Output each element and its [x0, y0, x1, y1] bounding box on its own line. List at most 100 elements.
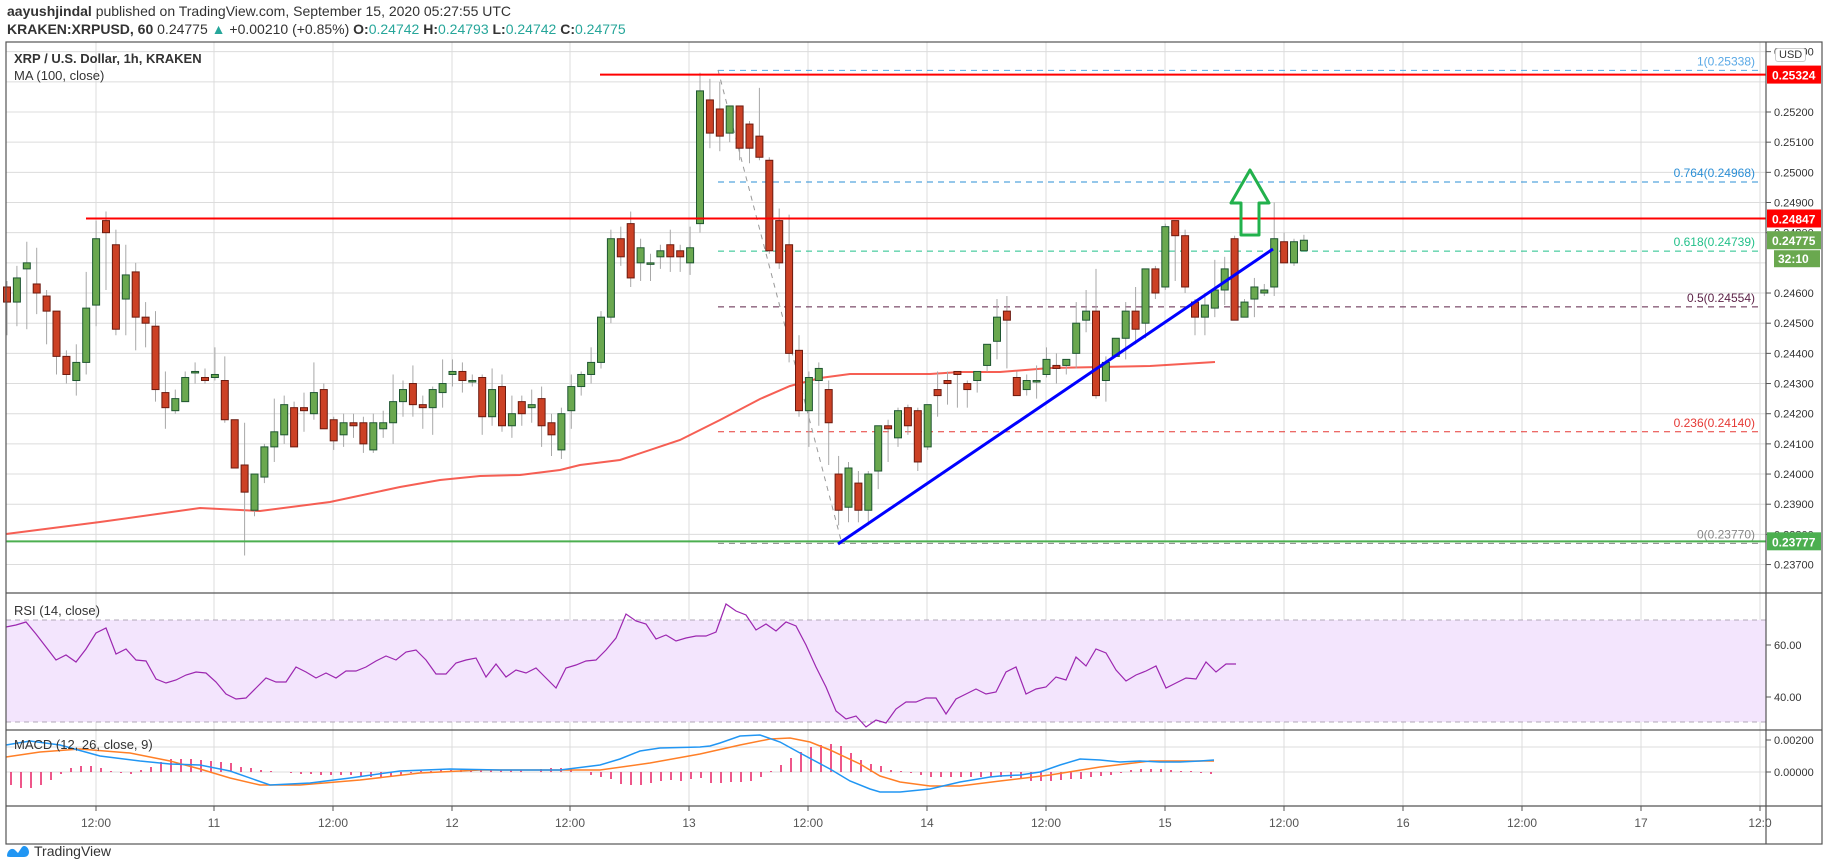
support-badge-text: 0.23777	[1772, 535, 1816, 549]
tradingview-brand[interactable]: TradingView	[6, 843, 111, 859]
x-tick-label: 12:0	[1748, 816, 1772, 830]
ma-legend[interactable]: MA (100, close)	[14, 68, 105, 83]
candle-down	[230, 419, 239, 469]
candle-down	[141, 316, 150, 324]
candle-up	[270, 431, 279, 448]
candle-down	[1171, 220, 1180, 237]
rsi-band-fill	[6, 620, 1766, 722]
y-tick-label: 0.25200	[1774, 107, 1814, 119]
high-label: H:	[423, 21, 438, 37]
candle-up	[1022, 380, 1031, 391]
high-value: 0.24793	[438, 21, 489, 37]
candle-up	[1260, 289, 1269, 294]
candle-up	[181, 376, 190, 403]
candle-down	[715, 108, 724, 137]
candle-up	[597, 316, 605, 363]
candle-down	[1131, 310, 1140, 330]
candle-down	[705, 99, 714, 134]
last-price: 0.24775	[157, 21, 208, 37]
candle-up	[210, 373, 219, 378]
candle-down	[319, 389, 328, 430]
candle-down	[349, 422, 358, 427]
candle-up	[22, 262, 31, 270]
macd-legend[interactable]: MACD (12, 26, close, 9)	[14, 737, 153, 752]
countdown-badge	[1774, 250, 1820, 268]
candle-down	[765, 159, 774, 252]
candle-down	[1230, 238, 1239, 321]
y-tick-label: 0.24900	[1774, 198, 1814, 210]
candle-down	[775, 220, 784, 264]
candle-up	[428, 389, 437, 409]
price-change: +0.00210 (+0.85%)	[229, 21, 350, 37]
candle-up	[438, 383, 447, 394]
open-label: O:	[353, 21, 369, 37]
candle-up	[587, 361, 596, 375]
candle-up	[1270, 238, 1279, 288]
currency-label[interactable]: USD	[1775, 48, 1807, 62]
x-tick-label: 12:00	[81, 816, 111, 830]
candle-down	[418, 404, 427, 409]
y-tick-label: 0.23700	[1774, 560, 1814, 572]
resistance-top-badge	[1767, 65, 1821, 84]
x-tick-label: 11	[208, 816, 221, 830]
ma-100-line	[5, 361, 1216, 535]
candle-down	[943, 380, 952, 385]
candle-down	[537, 398, 546, 427]
candle-down	[1280, 241, 1289, 264]
x-tick-label: 14	[920, 816, 934, 830]
candle-down	[547, 422, 556, 436]
candle-up	[1200, 304, 1209, 318]
candle-down	[795, 349, 803, 412]
x-tick-label: 12:00	[1507, 816, 1537, 830]
candle-down	[240, 464, 249, 493]
candle-down	[498, 386, 506, 427]
candle-down	[102, 220, 110, 234]
candle-down	[1181, 235, 1190, 288]
candle-down	[290, 407, 299, 448]
candle-down	[666, 244, 675, 258]
candle-up	[121, 274, 130, 300]
candle-down	[903, 407, 912, 427]
drawings[interactable]	[6, 73, 1766, 546]
rsi-legend[interactable]: RSI (14, close)	[14, 603, 100, 618]
candle-up	[686, 247, 695, 264]
close-label: C:	[560, 21, 575, 37]
rsi-band	[6, 619, 1766, 723]
candle-up	[1250, 286, 1259, 300]
candle-down	[32, 283, 41, 294]
candle-up	[993, 316, 1001, 342]
candle-up	[468, 380, 477, 383]
support-badge	[1767, 532, 1821, 551]
candle-up	[309, 392, 318, 415]
candle-down	[111, 244, 120, 330]
candle-down	[676, 250, 685, 258]
low-value: 0.24742	[505, 21, 557, 37]
candle-down	[458, 370, 467, 382]
candle-down	[953, 370, 962, 375]
candle-up	[12, 277, 21, 303]
candle-down	[735, 105, 744, 149]
y-tick-label: 0.25000	[1774, 167, 1814, 179]
fib-level-label: 0.236(0.24140)	[1674, 416, 1755, 430]
candle-up	[527, 404, 536, 409]
author-name[interactable]: aayushjindal	[7, 3, 92, 19]
up-arrow-icon[interactable]	[1229, 168, 1271, 237]
fib-retracement[interactable]: 1(0.25338) 0.764(0.24968) 0.618(0.24739) 0.…	[717, 54, 1760, 545]
close-value: 0.24775	[575, 21, 626, 37]
x-tick-label: 16	[1396, 816, 1410, 830]
ma-100-path	[5, 361, 1216, 535]
candle-down	[834, 473, 843, 511]
bullish-trendline[interactable]	[837, 247, 1274, 546]
candle-up	[814, 367, 823, 382]
fib-level-label: 0.5(0.24554)	[1687, 291, 1755, 305]
candle-up	[1299, 239, 1308, 252]
last-price-badge	[1767, 231, 1821, 250]
candle-up	[844, 467, 853, 508]
candle-up	[656, 250, 665, 258]
candle-down	[1052, 364, 1061, 369]
candle-up	[1082, 310, 1091, 321]
candle-up	[191, 370, 200, 374]
fib-trend-line[interactable]	[717, 69, 843, 545]
candle-up	[567, 386, 576, 412]
